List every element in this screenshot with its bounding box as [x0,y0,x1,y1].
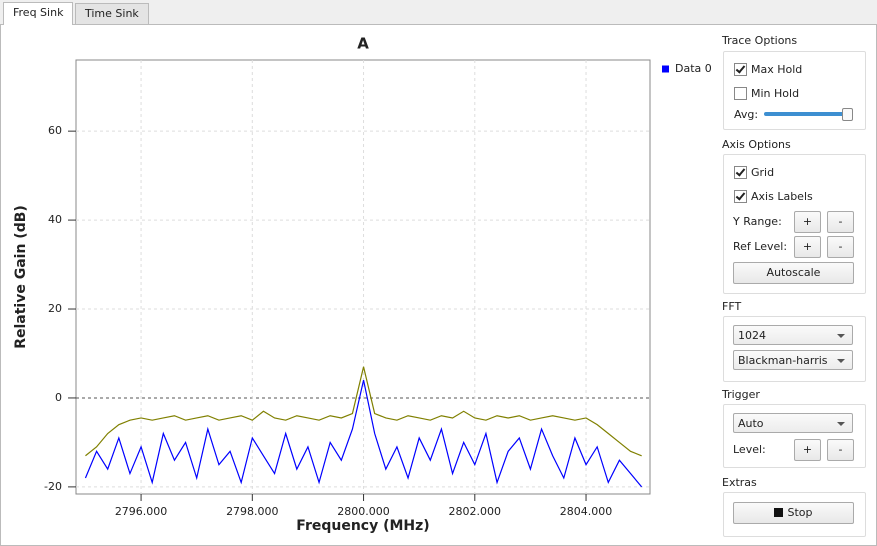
checkbox-label[interactable]: Max Hold [751,63,803,76]
plot-area [75,59,651,495]
checkbox[interactable] [734,63,747,76]
label: Level: [733,443,766,456]
series-line [85,366,642,457]
dropdown[interactable]: Blackman-harris [733,350,853,370]
stop-icon [774,508,784,517]
button[interactable]: - [827,439,854,461]
y-tick-label: 20 [48,302,62,315]
checkbox-label[interactable]: Axis Labels [751,190,813,203]
button[interactable]: + [794,236,821,258]
y-tick-label: 0 [55,391,62,404]
group-box [723,51,866,130]
x-tick-label: 2804.000 [560,505,613,518]
group-box [723,492,866,537]
button[interactable]: + [794,211,821,233]
chart-title: A [357,35,369,53]
tab[interactable]: Freq Sink [3,2,74,25]
legend-swatch [662,65,669,73]
group-box [723,404,866,468]
checkbox-label[interactable]: Grid [751,166,775,179]
checkbox[interactable] [734,87,747,100]
button[interactable]: - [827,236,854,258]
x-tick-label: 2798.000 [226,505,279,518]
y-tick-label: 60 [48,124,62,137]
dropdown[interactable]: 1024 [733,325,853,345]
button[interactable]: Autoscale [733,262,854,284]
group-title: Trigger [722,388,760,401]
group-title: Extras [722,476,757,489]
button-label: Stop [787,506,813,519]
slider-handle[interactable] [842,108,853,121]
group-title: Axis Options [722,138,791,151]
series-line [84,380,643,488]
checkbox-label[interactable]: Min Hold [751,87,800,100]
y-axis-label: Relative Gain (dB) [13,205,29,349]
group-title: Trace Options [722,34,798,47]
label: Ref Level: [733,240,788,253]
dropdown[interactable]: Auto [733,413,853,433]
slider-label: Avg: [734,108,759,121]
group-box [723,316,866,382]
y-tick-label: 40 [48,213,62,226]
label: Y Range: [733,215,782,228]
x-tick-label: 2796.000 [115,505,168,518]
group-box [723,154,866,294]
button[interactable]: + [794,439,821,461]
slider[interactable] [764,112,846,116]
button[interactable]: - [827,211,854,233]
checkbox[interactable] [734,166,747,179]
x-tick-label: 2802.000 [449,505,502,518]
checkbox[interactable] [734,190,747,203]
x-axis-label: Frequency (MHz) [296,518,429,534]
y-tick-label: -20 [44,480,62,493]
legend-label: Data 0 [675,62,712,75]
x-tick-label: 2800.000 [337,505,390,518]
tab[interactable]: Time Sink [75,3,149,24]
button[interactable]: Stop [733,502,854,524]
group-title: FFT [722,300,742,313]
